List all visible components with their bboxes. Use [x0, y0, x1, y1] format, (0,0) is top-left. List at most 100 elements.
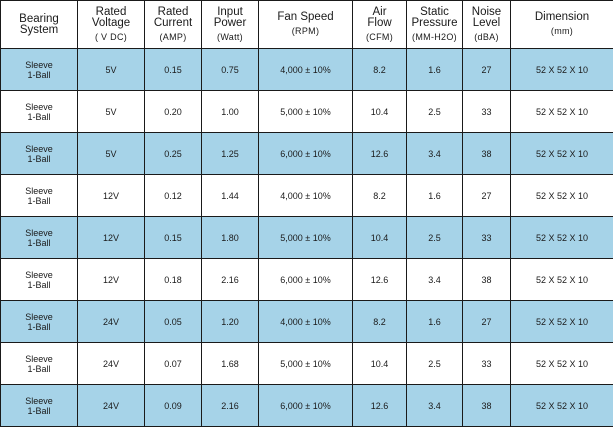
- header-unit: (mm): [511, 26, 613, 37]
- cell-power: 1.25: [202, 133, 259, 175]
- cell-power: 2.16: [202, 259, 259, 301]
- cell-pressure: 2.5: [407, 343, 463, 385]
- cell-voltage: 5V: [78, 91, 145, 133]
- cell-voltage: 5V: [78, 49, 145, 91]
- cell-speed: 5,000 ± 10%: [259, 91, 353, 133]
- header-unit: (CFM): [353, 32, 406, 43]
- cell-voltage: 24V: [78, 343, 145, 385]
- cell-current: 0.05: [145, 301, 202, 343]
- cell-flow: 8.2: [353, 49, 407, 91]
- cell-flow: 8.2: [353, 301, 407, 343]
- cell-pressure: 1.6: [407, 175, 463, 217]
- cell-dimension: 52 X 52 X 10: [511, 133, 613, 175]
- cell-power: 1.20: [202, 301, 259, 343]
- cell-power: 1.00: [202, 91, 259, 133]
- cell-noise: 33: [463, 91, 511, 133]
- cell-dimension: 52 X 52 X 10: [511, 217, 613, 259]
- cell-voltage: 12V: [78, 175, 145, 217]
- cell-flow: 8.2: [353, 175, 407, 217]
- bearing-line: 1-Ball: [27, 70, 50, 80]
- cell-voltage: 12V: [78, 217, 145, 259]
- cell-speed: 4,000 ± 10%: [259, 301, 353, 343]
- cell-noise: 33: [463, 217, 511, 259]
- cell-flow: 12.6: [353, 133, 407, 175]
- bearing-line: 1-Ball: [27, 112, 50, 122]
- bearing-line: Sleeve: [25, 354, 53, 364]
- cell-flow: 10.4: [353, 91, 407, 133]
- cell-voltage: 24V: [78, 301, 145, 343]
- bearing-line: Sleeve: [25, 396, 53, 406]
- header-line: Voltage: [92, 17, 130, 29]
- cell-dimension: 52 X 52 X 10: [511, 385, 613, 427]
- header-line: Level: [473, 17, 501, 29]
- header-line: System: [20, 24, 58, 36]
- header-unit: ( V DC): [78, 32, 144, 43]
- header-unit: (RPM): [259, 26, 352, 37]
- cell-flow: 12.6: [353, 385, 407, 427]
- bearing-line: 1-Ball: [27, 364, 50, 374]
- cell-current: 0.12: [145, 175, 202, 217]
- cell-noise: 27: [463, 301, 511, 343]
- bearing-line: 1-Ball: [27, 280, 50, 290]
- bearing-line: 1-Ball: [27, 196, 50, 206]
- header-dimension: Dimension (mm): [511, 1, 613, 49]
- cell-current: 0.20: [145, 91, 202, 133]
- cell-voltage: 12V: [78, 259, 145, 301]
- bearing-line: Sleeve: [25, 186, 53, 196]
- cell-pressure: 2.5: [407, 91, 463, 133]
- cell-pressure: 1.6: [407, 49, 463, 91]
- cell-speed: 4,000 ± 10%: [259, 49, 353, 91]
- cell-voltage: 5V: [78, 133, 145, 175]
- cell-dimension: 52 X 52 X 10: [511, 259, 613, 301]
- header-unit: (MM-H2O): [407, 32, 462, 43]
- bearing-line: Sleeve: [25, 270, 53, 280]
- cell-pressure: 3.4: [407, 259, 463, 301]
- cell-dimension: 52 X 52 X 10: [511, 175, 613, 217]
- cell-flow: 12.6: [353, 259, 407, 301]
- bearing-line: Sleeve: [25, 312, 53, 322]
- cell-pressure: 3.4: [407, 385, 463, 427]
- cell-dimension: 52 X 52 X 10: [511, 343, 613, 385]
- cell-power: 1.44: [202, 175, 259, 217]
- bearing-line: 1-Ball: [27, 406, 50, 416]
- header-line: Current: [154, 17, 192, 29]
- cell-power: 2.16: [202, 385, 259, 427]
- cell-speed: 5,000 ± 10%: [259, 343, 353, 385]
- cell-current: 0.18: [145, 259, 202, 301]
- cell-noise: 38: [463, 133, 511, 175]
- bearing-line: 1-Ball: [27, 322, 50, 332]
- header-line: Dimension: [535, 11, 589, 23]
- cell-noise: 27: [463, 175, 511, 217]
- cell-current: 0.15: [145, 217, 202, 259]
- cell-flow: 10.4: [353, 343, 407, 385]
- bearing-line: Sleeve: [25, 60, 53, 70]
- header-line: Fan Speed: [277, 11, 333, 23]
- cell-speed: 5,000 ± 10%: [259, 217, 353, 259]
- cell-speed: 6,000 ± 10%: [259, 133, 353, 175]
- bearing-line: Sleeve: [25, 228, 53, 238]
- header-line: Flow: [367, 17, 391, 29]
- cell-dimension: 52 X 52 X 10: [511, 91, 613, 133]
- header-line: Pressure: [411, 17, 457, 29]
- header-fan-speed: Fan Speed (RPM): [259, 1, 353, 49]
- header-unit: (AMP): [145, 32, 201, 43]
